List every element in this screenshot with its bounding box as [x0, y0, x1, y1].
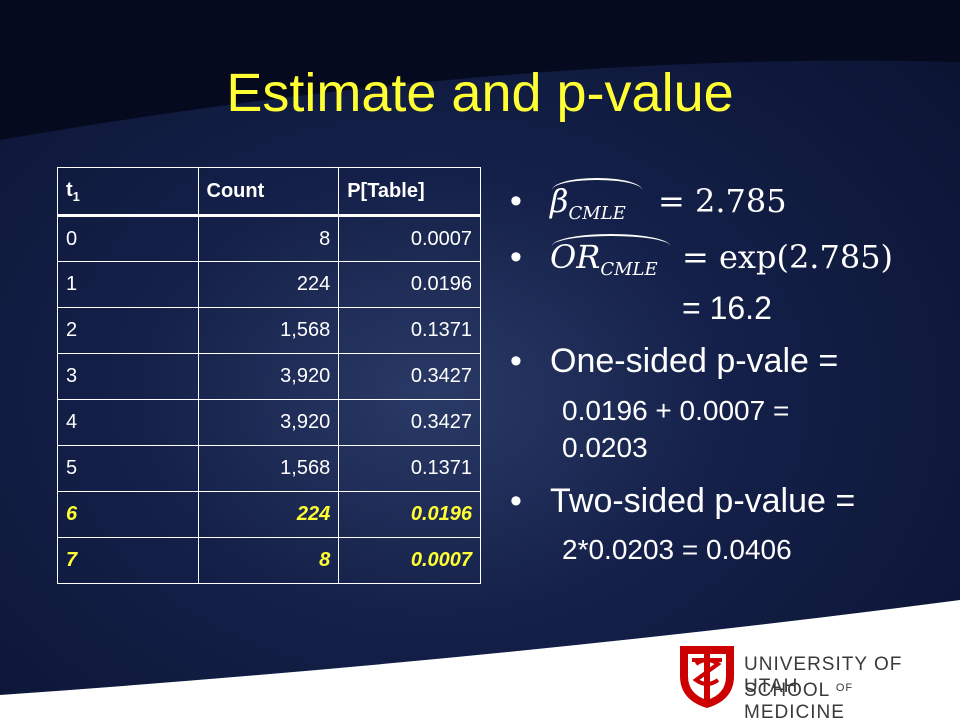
cell-t: 7 [57, 537, 199, 584]
table-row: 0 8 0.0007 [57, 215, 481, 262]
cell-t: 4 [57, 399, 199, 446]
cell-p: 0.0007 [338, 537, 481, 584]
cell-p: 0.0196 [338, 491, 481, 538]
cell-p: 0.0196 [338, 261, 481, 308]
bullet-marker: • [510, 238, 522, 276]
one-sided-calc-line1: 0.0196 + 0.0007 = [562, 395, 790, 426]
logo-line1: UNIVERSITY OF UTAH [744, 654, 903, 697]
cell-p: 0.3427 [338, 353, 481, 400]
table-row-highlighted: 7 8 0.0007 [57, 537, 481, 584]
or-symbol: ORCMLE [550, 238, 658, 280]
cell-t: 1 [57, 261, 199, 308]
cell-count: 3,920 [197, 353, 340, 400]
or-letters: OR [550, 238, 601, 276]
cell-t: 2 [57, 307, 199, 354]
beta-letter: β [550, 182, 569, 220]
header-t-label: t [66, 178, 73, 201]
cell-count: 224 [197, 491, 340, 538]
table-row: 4 3,920 0.3427 [57, 399, 481, 446]
cell-count: 1,568 [197, 445, 340, 492]
cell-count: 8 [197, 537, 340, 584]
cell-t: 5 [57, 445, 199, 492]
data-table: t1 Count P[Table] 0 8 0.0007 1 224 0.019… [57, 167, 481, 584]
logo-school: SCHOOL [744, 680, 830, 701]
cell-count: 3,920 [197, 399, 340, 446]
table-row-highlighted: 6 224 0.0196 [57, 491, 481, 538]
one-sided-label: One-sided p-vale = [550, 342, 839, 380]
beta-subscript: CMLE [568, 203, 626, 224]
cell-p: 0.1371 [338, 307, 481, 354]
bullet-marker: • [510, 482, 522, 520]
beta-equation: = 2.785 [658, 182, 787, 220]
cell-count: 8 [197, 215, 340, 262]
cell-count: 1,568 [197, 307, 340, 354]
logo-of: OF [835, 682, 854, 694]
logo-line2: SCHOOL OF MEDICINE [744, 680, 960, 720]
top-dark-band [0, 0, 960, 140]
slide-title: Estimate and p-value [226, 63, 734, 123]
table-row: 1 224 0.0196 [57, 261, 481, 308]
two-sided-calc: 2*0.0203 = 0.0406 [562, 534, 792, 565]
logo-medicine: MEDICINE [744, 702, 845, 720]
header-ptable: P[Table] [338, 167, 481, 217]
header-t1: t1 [57, 167, 199, 217]
table-row: 2 1,568 0.1371 [57, 307, 481, 354]
university-shield-logo [680, 646, 734, 708]
cell-t: 3 [57, 353, 199, 400]
cell-p: 0.0007 [338, 215, 481, 262]
hat-accent [552, 178, 642, 190]
cell-p: 0.3427 [338, 399, 481, 446]
table-row: 5 1,568 0.1371 [57, 445, 481, 492]
table-row: 3 3,920 0.3427 [57, 353, 481, 400]
table-header-row: t1 Count P[Table] [57, 167, 481, 217]
header-count: Count [197, 167, 340, 217]
header-t-subscript: 1 [72, 188, 80, 204]
two-sided-label: Two-sided p-value = [550, 482, 856, 520]
or-result: = 16.2 [682, 290, 772, 326]
hat-accent [552, 234, 670, 246]
cell-t: 6 [57, 491, 199, 538]
cell-p: 0.1371 [338, 445, 481, 492]
one-sided-calc-line2: 0.0203 [562, 432, 648, 463]
bullet-marker: • [510, 342, 522, 380]
or-subscript: CMLE [600, 259, 658, 280]
beta-symbol: βCMLE [550, 182, 626, 224]
cell-count: 224 [197, 261, 340, 308]
cell-t: 0 [57, 215, 199, 262]
or-equation: = exp(2.785) [682, 238, 894, 276]
bullet-marker: • [510, 182, 522, 220]
